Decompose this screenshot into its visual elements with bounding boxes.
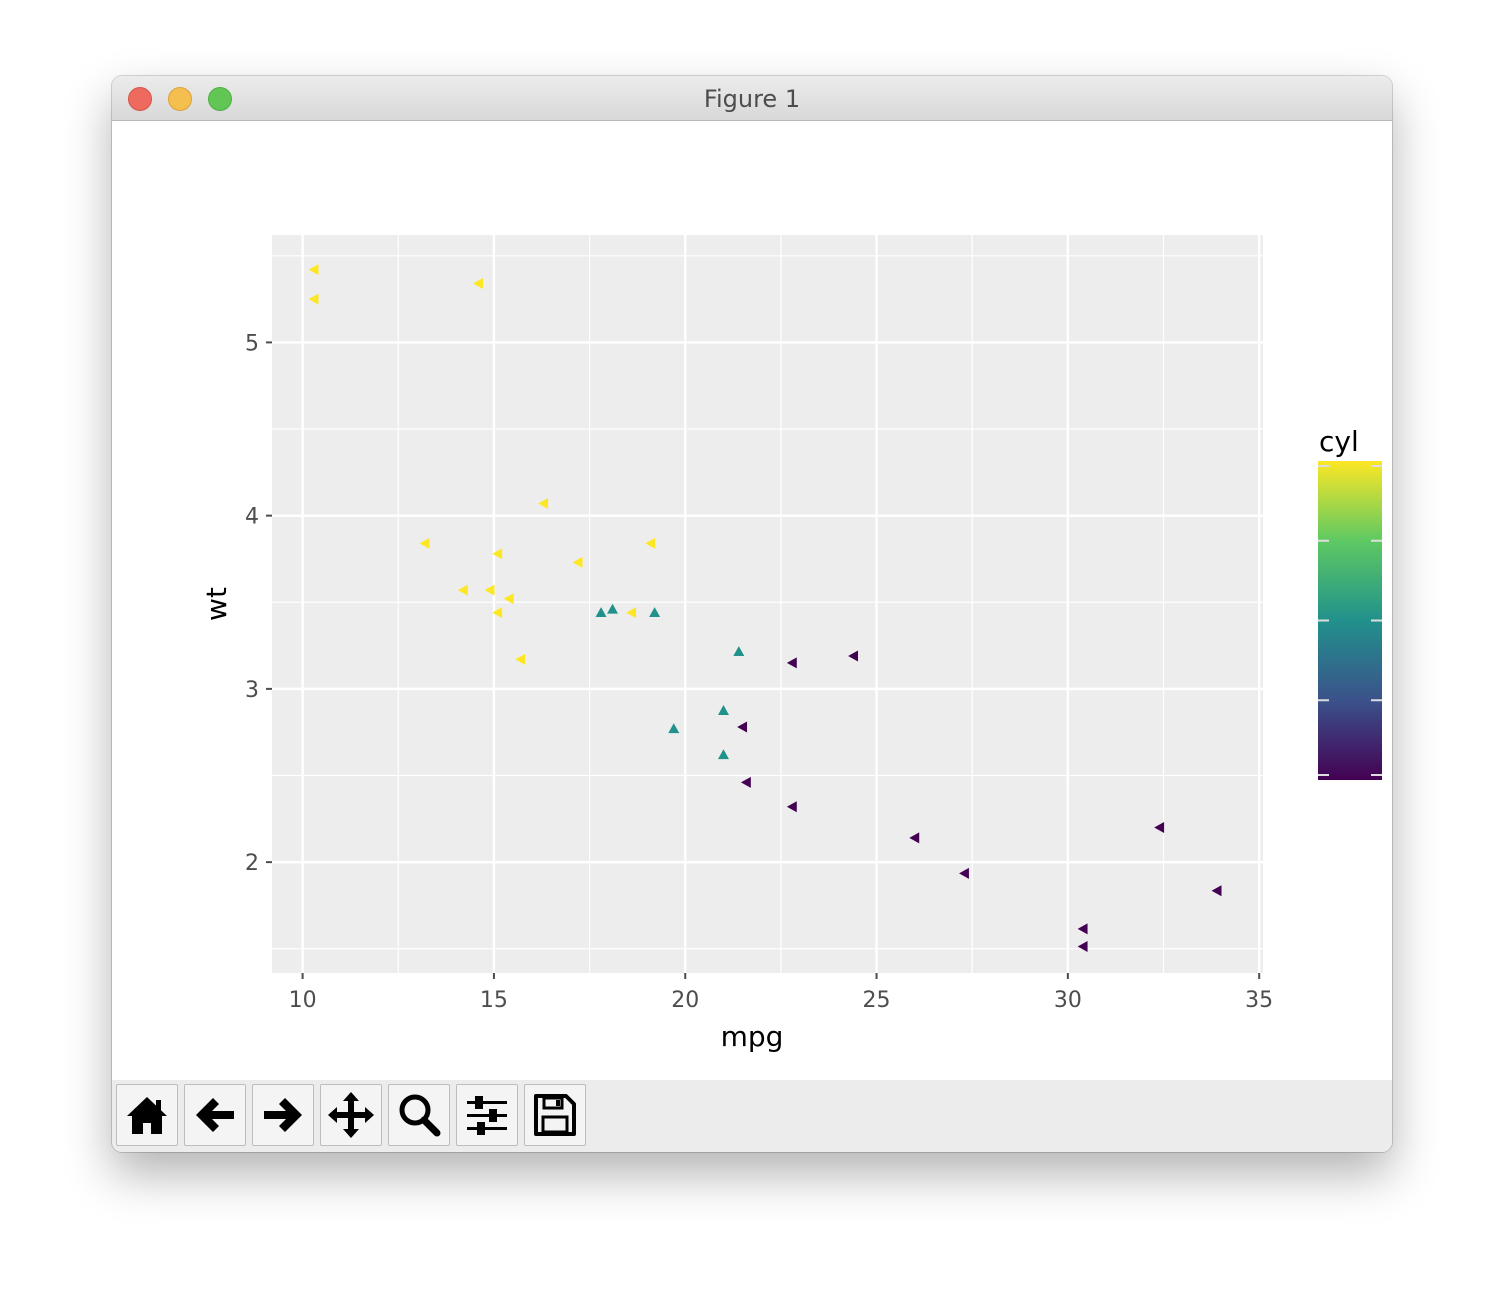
close-window-button[interactable] — [128, 87, 152, 111]
colorbar-legend: cyl — [1318, 425, 1382, 780]
figure-canvas[interactable]: 10 15 20 25 30 35 2 3 4 5 mpg wt cyl — [112, 121, 1392, 1080]
figure-window: Figure 1 10 15 20 25 30 35 2 3 4 5 mpg wt cyl — [112, 76, 1392, 1152]
y-tick-label: 3 — [245, 678, 259, 703]
minimize-window-button[interactable] — [168, 87, 192, 111]
data-point — [909, 832, 920, 844]
magnifier-icon — [399, 1094, 441, 1137]
data-point — [473, 278, 484, 290]
back-button[interactable] — [184, 1084, 246, 1146]
data-point — [503, 593, 514, 605]
data-point — [492, 607, 503, 619]
data-point — [645, 537, 656, 549]
x-tick-label: 15 — [480, 988, 508, 1013]
plot-panel — [272, 235, 1263, 973]
data-point — [786, 801, 797, 813]
data-point — [1077, 923, 1088, 935]
x-tick-label: 25 — [863, 988, 891, 1013]
data-point — [308, 293, 319, 305]
data-point — [484, 584, 495, 596]
data-point — [737, 721, 748, 733]
x-axis-label: mpg — [721, 1020, 784, 1053]
scatter-plot: 10 15 20 25 30 35 2 3 4 5 mpg wt cyl — [200, 235, 1382, 1053]
x-tick-label: 30 — [1054, 988, 1082, 1013]
navigation-toolbar — [112, 1080, 1392, 1152]
maximize-window-button[interactable] — [208, 87, 232, 111]
data-point — [1154, 821, 1165, 833]
y-tick-label: 2 — [245, 851, 259, 876]
floppy-disk-icon — [534, 1094, 576, 1136]
arrow-right-icon — [264, 1098, 302, 1132]
data-point — [538, 498, 549, 510]
zoom-button[interactable] — [388, 1084, 450, 1146]
legend-title: cyl — [1319, 425, 1359, 458]
grid-lines — [272, 235, 1263, 973]
x-tick-label: 10 — [289, 988, 317, 1013]
data-point — [492, 548, 503, 560]
title-bar: Figure 1 — [112, 76, 1392, 121]
forward-button[interactable] — [252, 1084, 314, 1146]
data-point — [786, 657, 797, 669]
data-point — [649, 607, 661, 618]
x-tick-label: 20 — [671, 988, 699, 1013]
data-point — [668, 723, 680, 734]
arrow-left-icon — [196, 1098, 234, 1132]
x-tick-label: 35 — [1245, 988, 1273, 1013]
data-point — [717, 749, 729, 760]
data-point — [626, 607, 637, 619]
data-points — [308, 264, 1222, 952]
y-axis-label: wt — [200, 587, 233, 621]
sliders-icon — [467, 1096, 507, 1135]
axes: 10 15 20 25 30 35 2 3 4 5 — [245, 331, 1273, 1013]
data-point — [308, 264, 319, 276]
data-point — [959, 867, 969, 879]
data-point — [848, 650, 858, 662]
y-tick-label: 5 — [245, 331, 259, 356]
data-point — [1211, 885, 1222, 897]
data-point — [717, 705, 729, 715]
home-icon — [127, 1097, 167, 1134]
move-icon — [328, 1092, 374, 1138]
colorbar-ticks — [1318, 465, 1382, 776]
data-point — [733, 646, 745, 657]
save-button[interactable] — [524, 1084, 586, 1146]
pan-button[interactable] — [320, 1084, 382, 1146]
data-point — [740, 776, 751, 788]
y-tick-label: 4 — [245, 505, 259, 530]
home-button[interactable] — [116, 1084, 178, 1146]
data-point — [1077, 940, 1088, 952]
window-title: Figure 1 — [703, 85, 801, 113]
configure-subplots-button[interactable] — [456, 1084, 518, 1146]
data-point — [572, 556, 583, 568]
data-point — [457, 584, 468, 596]
data-point — [419, 537, 430, 549]
data-point — [515, 653, 526, 665]
data-point — [607, 603, 619, 614]
data-point — [595, 607, 607, 618]
